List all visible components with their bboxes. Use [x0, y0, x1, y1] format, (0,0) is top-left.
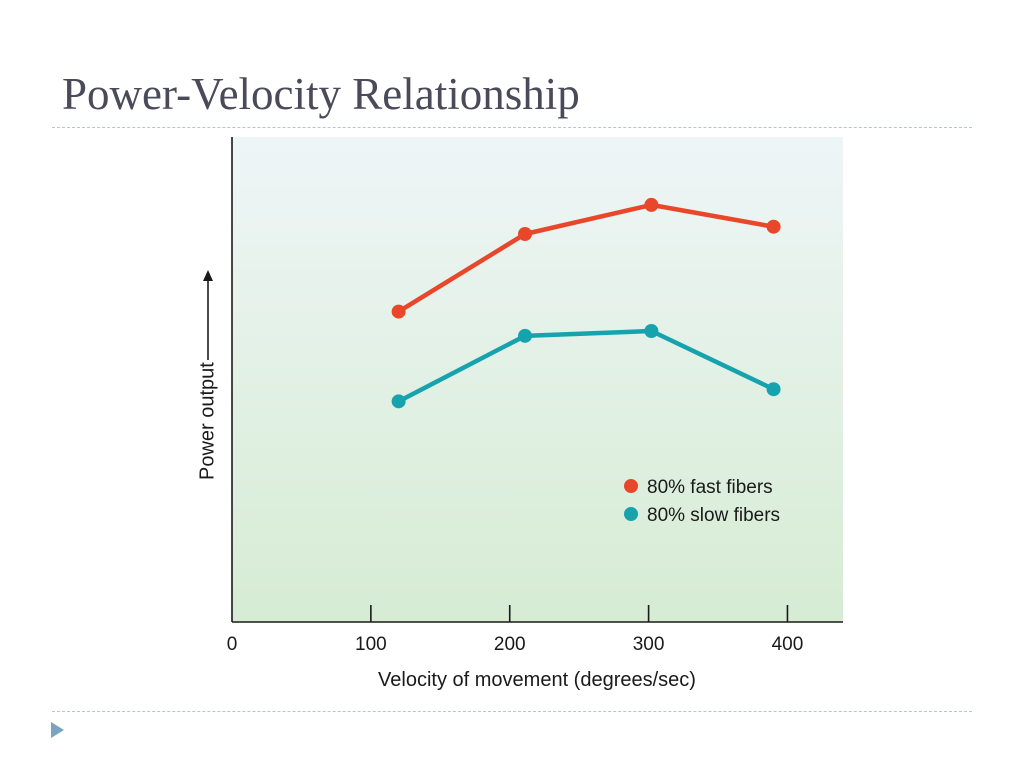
data-point — [391, 304, 406, 319]
data-point — [766, 219, 781, 234]
data-point — [766, 382, 781, 397]
x-tick-label: 400 — [772, 634, 804, 655]
x-tick-label: 200 — [494, 634, 526, 655]
x-tick-label: 300 — [633, 634, 665, 655]
legend-marker-fast — [624, 479, 638, 493]
y-axis-title: Power output — [196, 362, 218, 480]
axes — [231, 137, 843, 623]
y-axis-arrow-head — [203, 270, 213, 281]
data-point — [518, 328, 533, 343]
y-axis-title-group: Power output — [196, 270, 218, 480]
series — [391, 197, 781, 409]
x-axis-title: Velocity of movement (degrees/sec) — [378, 669, 696, 691]
x-tick-label: 100 — [355, 634, 387, 655]
x-tick-label: 0 — [227, 634, 238, 655]
x-ticks: 0 100 200 300 400 — [227, 605, 804, 655]
legend: 80% fast fibers 80% slow fibers — [624, 477, 780, 526]
legend-label-fast: 80% fast fibers — [647, 477, 773, 498]
footer-divider — [52, 711, 972, 712]
title-divider — [52, 127, 972, 128]
data-point — [518, 227, 533, 241]
series-line-1 — [396, 328, 776, 404]
legend-marker-slow — [624, 507, 638, 521]
slide-title: Power-Velocity Relationship — [62, 69, 580, 119]
plot-area — [232, 137, 843, 622]
data-point — [391, 394, 406, 409]
data-point — [644, 324, 659, 338]
series-line-0 — [396, 202, 776, 314]
legend-label-slow: 80% slow fibers — [647, 505, 780, 526]
data-point — [644, 197, 659, 212]
bullet-triangle-icon — [51, 722, 64, 738]
